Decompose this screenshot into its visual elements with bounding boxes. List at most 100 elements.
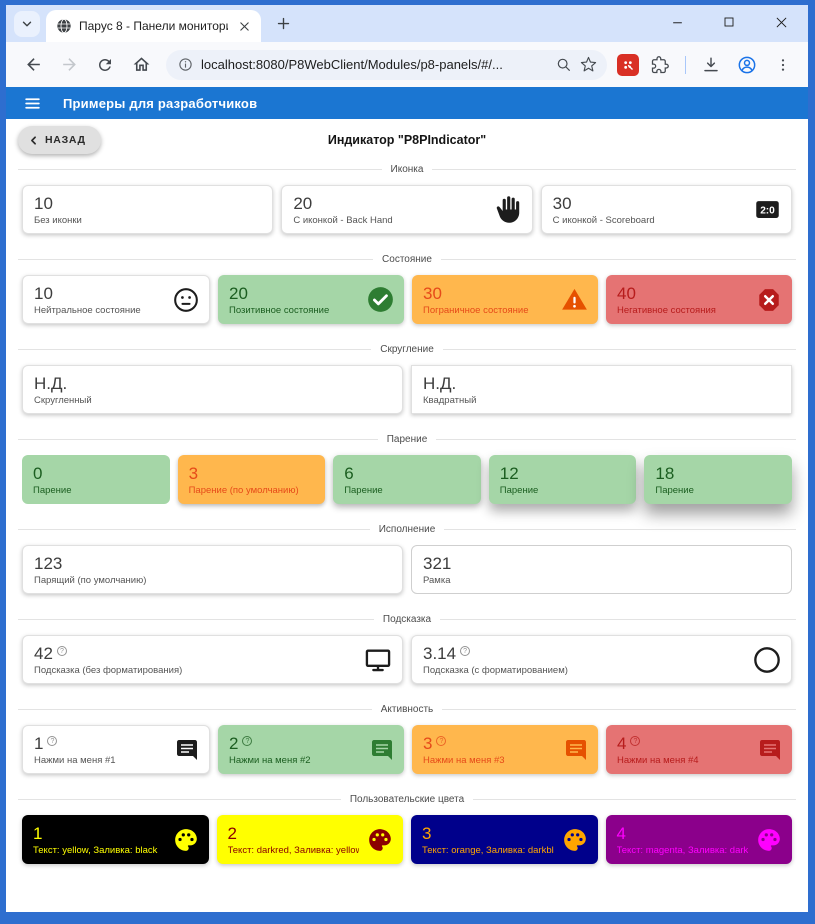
- palette-icon: [756, 827, 782, 853]
- indicator-label: Текст: orange, Заливка: darkblue: [422, 844, 554, 856]
- help-icon[interactable]: ?: [242, 735, 253, 746]
- comment-icon: [758, 738, 782, 762]
- indicator-label: Парение: [33, 484, 72, 496]
- indicator-label: Квадратный: [423, 394, 477, 406]
- section: Пользовательские цвета 1 Текст: yellow, За…: [6, 794, 808, 881]
- cards-row: 123 Парящий (по умолчанию) 321 Рамка: [6, 535, 808, 611]
- neutral-face-icon: [173, 287, 199, 313]
- browser-toolbar: localhost:8080/P8WebClient/Modules/p8-pa…: [6, 42, 808, 87]
- new-tab-button[interactable]: [271, 11, 295, 35]
- indicator-value: Н.Д.: [34, 373, 68, 393]
- indicator-label: Парение: [499, 484, 539, 496]
- help-icon[interactable]: ?: [460, 645, 471, 656]
- home-icon[interactable]: [126, 50, 156, 80]
- cards-row: 1? Нажми на меня #1 2? Нажми на меня #2 3? На…: [6, 715, 808, 791]
- profile-avatar-icon[interactable]: [732, 50, 762, 80]
- indicator-card[interactable]: 4? Нажми на меня #4: [606, 725, 792, 774]
- extensions-puzzle-icon[interactable]: [645, 50, 675, 80]
- indicator-card: 1 Текст: yellow, Заливка: black: [22, 815, 209, 864]
- indicator-label: Нажми на меня #1: [34, 754, 116, 766]
- section: Активность 1? Нажми на меня #1 2? Нажми на м…: [6, 704, 808, 791]
- section: Иконка 10 Без иконки 20 С иконкой - Back Han…: [6, 164, 808, 251]
- indicator-value: 321: [423, 553, 452, 573]
- toolbar-divider: [685, 55, 686, 74]
- address-bar[interactable]: localhost:8080/P8WebClient/Modules/p8-pa…: [166, 49, 607, 80]
- palette-icon: [562, 827, 588, 853]
- back-button-label: НАЗАД: [45, 134, 86, 146]
- indicator-value: 20: [229, 283, 248, 303]
- comment-icon: [370, 738, 394, 762]
- indicator-label: Нажми на меня #4: [617, 754, 699, 766]
- hamburger-menu-icon[interactable]: [24, 95, 41, 112]
- back-button[interactable]: НАЗАД: [18, 126, 101, 154]
- url-text[interactable]: localhost:8080/P8WebClient/Modules/p8-pa…: [201, 57, 503, 72]
- indicator-value: 4?: [617, 733, 750, 754]
- indicator-label: Подсказка (с форматированием): [423, 664, 568, 676]
- minimize-button[interactable]: [664, 9, 690, 35]
- indicator-card[interactable]: 3? Нажми на меня #3: [412, 725, 598, 774]
- help-icon[interactable]: ?: [436, 735, 447, 746]
- zoom-magnifier-icon[interactable]: [556, 57, 572, 73]
- help-icon[interactable]: ?: [56, 645, 67, 656]
- tab-close-icon[interactable]: [235, 17, 253, 35]
- section: Состояние 10 Нейтральное состояние 20 Позити…: [6, 254, 808, 341]
- kebab-menu-icon[interactable]: [768, 50, 798, 80]
- section: Скругление Н.Д. Скругленный Н.Д. Квадратный: [6, 344, 808, 431]
- indicator-label: Парение (по умолчанию): [188, 484, 299, 496]
- palette-icon: [173, 827, 199, 853]
- indicator-label: С иконкой - Scoreboard: [552, 214, 655, 226]
- indicator-card: 10 Нейтральное состояние: [22, 275, 210, 324]
- indicator-card[interactable]: 2? Нажми на меня #2: [218, 725, 404, 774]
- indicator-value: 1?: [34, 733, 167, 754]
- tab-search-chevron-icon[interactable]: [14, 11, 40, 37]
- indicator-value: 1: [33, 823, 43, 843]
- comment-icon: [175, 738, 199, 762]
- indicator-card[interactable]: 1? Нажми на меня #1: [22, 725, 210, 774]
- browser-tab[interactable]: Парус 8 - Панели мониторинг: [46, 10, 261, 42]
- help-icon[interactable]: ?: [630, 735, 641, 746]
- indicator-card: 2 Текст: darkred, Заливка: yellow: [216, 815, 403, 864]
- forward-arrow-icon[interactable]: [54, 50, 84, 80]
- indicator-value: 20: [293, 193, 313, 213]
- indicator-label: Текст: yellow, Заливка: black: [33, 844, 158, 856]
- maximize-button[interactable]: [716, 9, 742, 35]
- indicator-card: 0 Парение: [22, 455, 170, 504]
- close-window-button[interactable]: [768, 9, 794, 35]
- indicator-value: 2?: [229, 733, 362, 754]
- indicator-label: Пограничное состояние: [423, 304, 529, 316]
- red-extension-icon[interactable]: [617, 53, 639, 76]
- section-divider-label: Скругление: [18, 344, 796, 355]
- indicator-label: Текст: darkred, Заливка: yellow: [227, 844, 360, 856]
- download-icon[interactable]: [696, 50, 726, 80]
- reload-icon[interactable]: [90, 50, 120, 80]
- indicator-card: 20 С иконкой - Back Hand: [281, 185, 533, 234]
- section-divider-label: Пользовательские цвета: [18, 794, 796, 805]
- indicator-label: Негативное состояния: [617, 304, 716, 316]
- indicator-value: 2: [227, 823, 237, 843]
- back-hand-icon: [493, 195, 522, 224]
- back-arrow-icon[interactable]: [18, 50, 48, 80]
- indicator-label: Парящий (по умолчанию): [34, 574, 147, 586]
- scoreboard-icon: 2:0: [754, 196, 781, 223]
- bookmark-star-icon[interactable]: [580, 56, 597, 73]
- app-title: Примеры для разработчиков: [63, 95, 258, 111]
- monitor-icon: [364, 646, 392, 674]
- indicator-card: Н.Д. Квадратный: [411, 365, 792, 414]
- section-divider-label: Парение: [18, 434, 796, 445]
- indicator-card: 10 Без иконки: [22, 185, 274, 234]
- app-bar: Примеры для разработчиков: [6, 87, 808, 119]
- indicator-label: Текст: magenta, Заливка: darkmage...: [616, 844, 749, 856]
- cards-row: 10 Без иконки 20 С иконкой - Back Hand 30 С и…: [6, 175, 808, 251]
- indicator-card: 3 Текст: orange, Заливка: darkblue: [411, 815, 598, 864]
- indicator-card: 42? Подсказка (без форматирования): [22, 635, 403, 684]
- help-icon[interactable]: ?: [47, 735, 58, 746]
- indicator-label: Позитивное состояние: [229, 304, 330, 316]
- indicator-card: 20 Позитивное состояние: [218, 275, 404, 324]
- indicator-card: 3 Парение (по умолчанию): [177, 455, 326, 504]
- check-circle-icon: [367, 286, 394, 313]
- indicator-card: 30 Пограничное состояние: [412, 275, 598, 324]
- indicator-value: 0: [33, 463, 43, 483]
- site-info-icon[interactable]: [178, 57, 193, 72]
- indicator-value: 30: [423, 283, 442, 303]
- section-divider-label: Состояние: [18, 254, 796, 265]
